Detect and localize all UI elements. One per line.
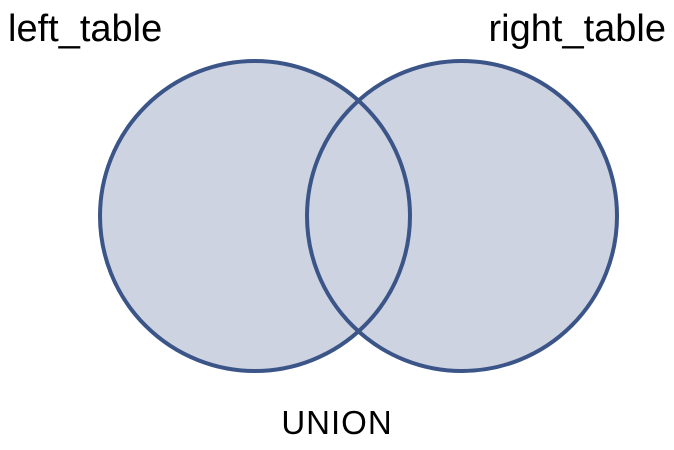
right-table-label: right_table <box>488 8 666 50</box>
right-circle-fill <box>307 61 617 371</box>
right-circle <box>305 59 619 373</box>
left-circle <box>98 59 412 373</box>
union-caption: UNION <box>281 404 393 441</box>
left-table-label: left_table <box>8 8 163 50</box>
